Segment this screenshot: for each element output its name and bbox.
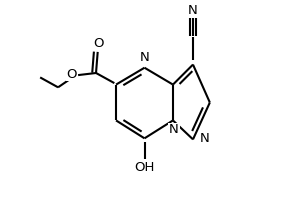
Text: N: N	[188, 4, 198, 17]
Text: N: N	[200, 132, 210, 145]
Text: OH: OH	[134, 161, 155, 174]
Text: O: O	[94, 37, 104, 50]
Text: N: N	[169, 123, 179, 136]
Text: O: O	[66, 67, 77, 81]
Text: N: N	[140, 51, 149, 64]
